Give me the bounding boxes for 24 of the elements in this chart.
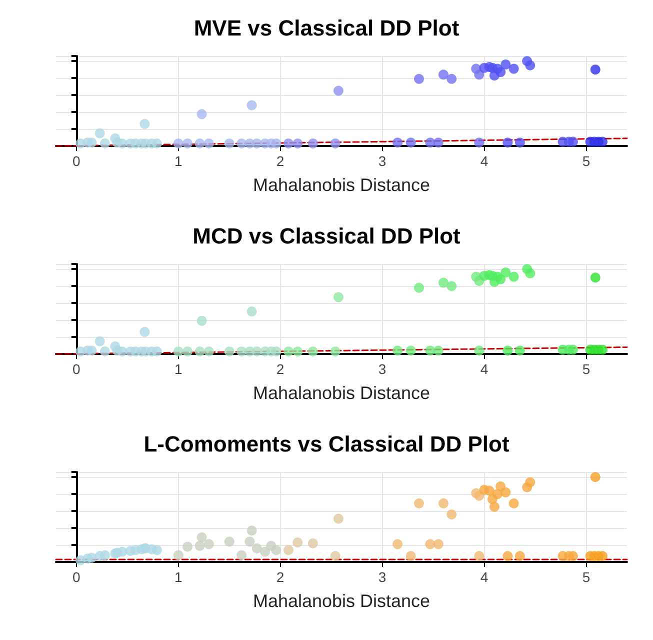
x-tick-label: 5 xyxy=(582,361,590,377)
x-tick-label: 2 xyxy=(276,153,284,169)
x-tick-label: 4 xyxy=(480,569,488,585)
x-tick-label: 3 xyxy=(378,153,386,169)
chart-title: L-Comoments vs Classical DD Plot xyxy=(144,432,510,456)
x-tick-label: 1 xyxy=(174,569,182,585)
x-tick-label: 4 xyxy=(480,361,488,377)
x-axis-title: Mahalanobis Distance xyxy=(252,383,430,403)
x-tick-label: 1 xyxy=(174,361,182,377)
x-tick-label: 3 xyxy=(378,361,386,377)
x-axis-title: Mahalanobis Distance xyxy=(252,591,430,611)
x-tick-label: 5 xyxy=(582,569,590,585)
x-tick-label: 3 xyxy=(378,569,386,585)
x-tick-label: 0 xyxy=(72,569,80,585)
x-tick-label: 2 xyxy=(276,361,284,377)
x-tick-label: 4 xyxy=(480,153,488,169)
x-tick-label: 5 xyxy=(582,153,590,169)
x-tick-label: 1 xyxy=(174,153,182,169)
x-tick-label: 0 xyxy=(72,361,80,377)
x-axis-title: Mahalanobis Distance xyxy=(252,175,430,195)
chart-title: MCD vs Classical DD Plot xyxy=(192,224,462,248)
x-tick-label: 0 xyxy=(72,153,80,169)
x-tick-label: 2 xyxy=(276,569,284,585)
chart-title: MVE vs Classical DD Plot xyxy=(194,16,460,40)
